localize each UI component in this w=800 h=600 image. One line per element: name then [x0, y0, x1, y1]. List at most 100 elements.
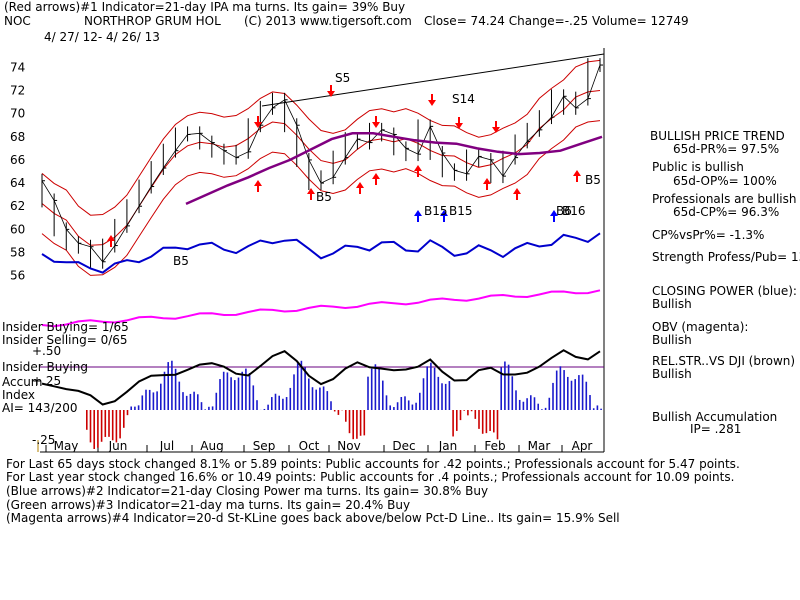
accum-bar [296, 363, 299, 410]
accum-bar [145, 389, 147, 410]
x-tick-label: May [54, 439, 79, 453]
accum-bar [208, 406, 210, 410]
accum-bar [256, 400, 258, 410]
accum-bar [126, 410, 129, 416]
accum-bar [459, 410, 462, 421]
accum-bar [570, 380, 573, 410]
sell-arrow [455, 117, 463, 129]
y-tick-label: 60 [10, 222, 25, 236]
accum-bar [541, 409, 543, 410]
signal-label: B16 [562, 204, 586, 218]
accum-bar [274, 393, 277, 410]
buy-arrow [356, 182, 364, 194]
y-tick-label: 64 [10, 176, 25, 190]
accum-bar [271, 397, 273, 410]
accum-bar [526, 398, 528, 410]
accum-bar [193, 391, 195, 410]
plus50-label: +.50 [32, 344, 62, 358]
x-tick-label: Sep [253, 439, 276, 453]
quote-summary: Close= 74.24 Change=-.25 Volume= 12749 [424, 14, 689, 28]
insider-selling-ratio: Insider Selling= 0/65 [2, 333, 128, 347]
accum-bar [585, 381, 588, 410]
accum-bar [123, 410, 125, 428]
accum-bar [456, 410, 458, 431]
obv-title: OBV (magenta): [652, 320, 749, 334]
buy-arrow [414, 210, 422, 222]
accum-bar [511, 376, 514, 410]
x-tick-label: Feb [484, 439, 505, 453]
x-axis-month-labels: May Jun Jul Aug Sep Oct Nov Dec Jan Feb Mar Apr [45, 439, 592, 453]
index-label: Index [2, 388, 36, 402]
accum-bar [415, 402, 417, 410]
accum-bar [452, 410, 454, 437]
accum-bar [111, 410, 114, 441]
accum-bar [441, 383, 443, 410]
sell-arrow [372, 116, 380, 128]
footer-line5: (Magenta arrows)#4 Indicator=20-d St-KLi… [6, 511, 620, 525]
accum-bar [385, 395, 388, 410]
accum-bar [448, 381, 451, 410]
relstr-state: Bullish [652, 367, 692, 381]
buy-arrow [440, 210, 448, 222]
accum-bar [130, 406, 132, 410]
accum-bar [515, 390, 517, 410]
price-line [41, 64, 601, 263]
accum-bar [319, 387, 321, 410]
accum-bar [470, 410, 473, 412]
accum-bar [326, 391, 329, 410]
accum-label: Accum [2, 375, 43, 389]
x-tick-label: Jul [159, 439, 174, 453]
accum-bar [404, 396, 406, 410]
accum-bar [141, 395, 144, 410]
accum-bar [581, 374, 584, 410]
pr-percent: 65d-PR%= 97.5% [673, 142, 780, 156]
accum-bar [422, 378, 425, 410]
accum-title: Bullish Accumulation [652, 410, 778, 424]
signal-arrows [107, 85, 581, 247]
accum-bar [263, 408, 266, 410]
company-name: NORTHROP GRUM HOL [84, 14, 221, 28]
accum-bar [86, 410, 88, 430]
sell-arrow [254, 116, 262, 128]
accum-bar [148, 389, 151, 410]
accum-bar [348, 410, 351, 434]
accum-bar [393, 407, 395, 410]
signal-label: S14 [452, 92, 475, 106]
signal-label: B6 [556, 204, 572, 218]
trendline [261, 53, 605, 107]
accum-bar [396, 402, 399, 410]
accum-bar [108, 410, 110, 437]
y-tick-label: 74 [10, 60, 25, 74]
signal-label: B5 [316, 190, 332, 204]
accum-bar [463, 410, 465, 411]
accum-bar [500, 367, 502, 410]
signal-label: B15 [449, 204, 473, 218]
accum-bar [600, 408, 602, 410]
ticker-label: NOC [4, 14, 31, 28]
accum-bar [374, 364, 377, 410]
accum-bar [311, 387, 314, 410]
chart-axes [37, 48, 605, 453]
accum-bar [104, 410, 107, 437]
sell-arrow [428, 94, 436, 106]
accum-bar [248, 373, 251, 410]
accum-bar [234, 380, 236, 410]
accum-bar [485, 410, 488, 434]
upper-band [41, 59, 601, 216]
accum-bar [389, 405, 391, 410]
accum-bar [474, 410, 477, 419]
footer-line3: (Blue arrows)#2 Indicator=21-day Closing… [6, 484, 489, 498]
x-tick-label: Jan [438, 439, 458, 453]
accum-bar [537, 403, 539, 410]
accum-bar [337, 410, 340, 415]
accum-bar [363, 410, 366, 436]
accum-bar [352, 410, 354, 440]
accum-bar [552, 382, 554, 410]
accum-bar [119, 410, 121, 439]
cp-percent: 65d-CP%= 96.3% [673, 205, 780, 219]
accum-bar [200, 402, 203, 410]
accum-bar [204, 409, 206, 410]
accum-bar [433, 367, 436, 410]
accum-bar [252, 385, 255, 410]
